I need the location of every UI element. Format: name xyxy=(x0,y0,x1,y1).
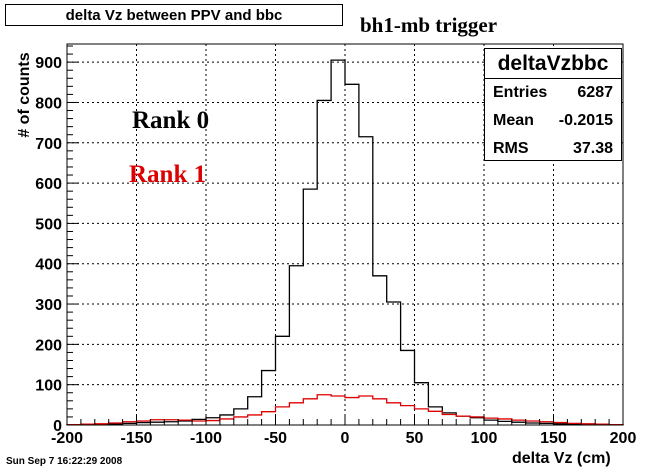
x-tick-label: 200 xyxy=(610,430,637,447)
x-tick-label: 50 xyxy=(406,430,424,447)
series-line-rank-1 xyxy=(66,394,624,426)
x-tick-label: -200 xyxy=(51,430,83,447)
x-tick-label: 100 xyxy=(471,430,498,447)
ticks: -200 -150 -100 -50 0 50 100 150 200 0 100 200 300 400… xyxy=(35,45,637,447)
x-axis-label: delta Vz (cm) xyxy=(512,450,611,467)
y-tick-label: 200 xyxy=(35,337,62,354)
legend-rank-1: Rank 1 xyxy=(129,161,207,188)
trigger-annotation: bh1-mb trigger xyxy=(360,13,498,37)
y-tick-label: 700 xyxy=(35,136,62,153)
chart-title-text: delta Vz between PPV and bbc xyxy=(65,6,283,24)
stats-value: 37.38 xyxy=(572,140,613,157)
stats-box: deltaVzbbc Entries 6287 Mean -0.2015 RMS… xyxy=(484,48,622,161)
stats-label: Entries xyxy=(493,84,548,101)
stats-value: 6287 xyxy=(577,84,613,101)
y-tick-label: 0 xyxy=(53,418,62,435)
y-tick-label: 300 xyxy=(35,297,62,314)
timestamp: Sun Sep 7 16:22:29 2008 xyxy=(6,456,123,467)
stats-histogram-name: deltaVzbbc xyxy=(485,49,621,79)
stats-row-mean: Mean -0.2015 xyxy=(485,107,621,135)
x-tick-label: 0 xyxy=(341,430,350,447)
legend-rank-0: Rank 0 xyxy=(132,107,210,134)
stats-value: -0.2015 xyxy=(558,112,613,129)
chart-title: delta Vz between PPV and bbc xyxy=(5,4,343,26)
x-tick-label: -150 xyxy=(120,430,152,447)
x-tick-label: 150 xyxy=(540,430,567,447)
x-tick-label: -50 xyxy=(264,430,287,447)
stats-label: Mean xyxy=(493,112,534,129)
stats-label: RMS xyxy=(493,140,529,157)
y-tick-label: 500 xyxy=(35,216,62,233)
y-tick-label: 600 xyxy=(35,176,62,193)
y-tick-label: 800 xyxy=(35,95,62,112)
stats-row-entries: Entries 6287 xyxy=(485,79,621,107)
y-tick-label: 400 xyxy=(35,257,62,274)
grid-lines xyxy=(67,44,623,425)
stats-row-rms: RMS 37.38 xyxy=(485,135,621,163)
y-tick-label: 100 xyxy=(35,378,62,395)
y-axis-label: # of counts xyxy=(16,52,33,138)
x-tick-label: -100 xyxy=(190,430,222,447)
y-tick-label: 900 xyxy=(35,55,62,72)
